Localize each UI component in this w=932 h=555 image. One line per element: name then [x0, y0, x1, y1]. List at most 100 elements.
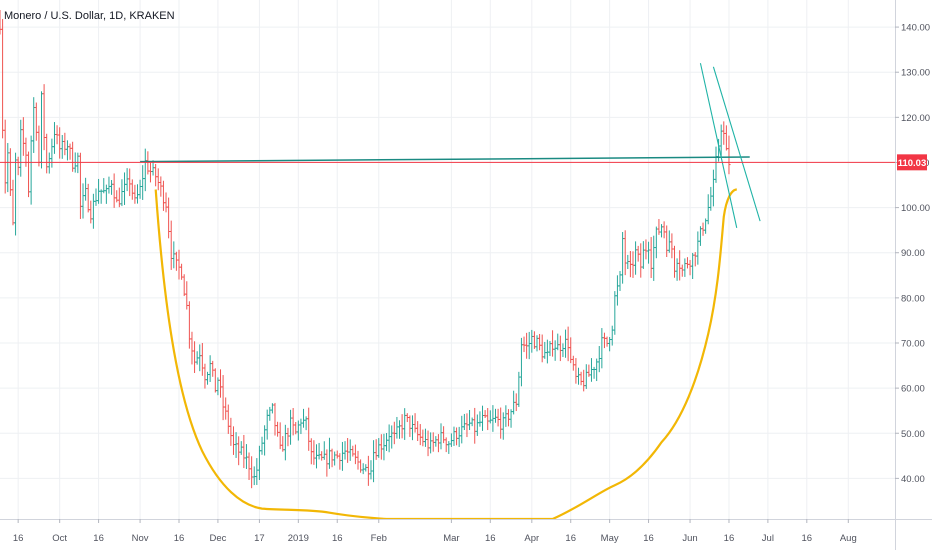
ohlc-bar: [327, 437, 332, 469]
ohlc-bar: [462, 413, 466, 431]
ohlc-bar: [340, 441, 345, 471]
x-tick-label: Jun: [682, 533, 697, 544]
ohlc-bar: [558, 335, 562, 362]
ohlc-bar: [65, 140, 70, 161]
ohlc-bar: [224, 397, 228, 420]
ohlc-bar: [81, 183, 85, 219]
ohlc-bar: [382, 433, 386, 461]
ohlc-bar: [439, 423, 443, 450]
ohlc-bar: [496, 408, 500, 427]
ohlc-bar: [356, 450, 360, 470]
x-tick-label: 16: [724, 533, 735, 544]
ohlc-bar: [107, 176, 111, 194]
ohlc-bar: [169, 220, 173, 270]
y-tick-label: 100.00: [901, 203, 930, 214]
ohlc-bar: [369, 460, 373, 480]
ohlc-bar: [652, 235, 656, 281]
ohlc-bar: [621, 232, 625, 284]
ohlc-bar: [467, 409, 472, 431]
ohlc-bar: [649, 237, 653, 279]
ohlc-bar: [63, 132, 67, 156]
ohlc-bar: [346, 438, 350, 463]
ohlc-bar: [203, 363, 207, 389]
x-tick-label: 16: [485, 533, 496, 544]
x-tick-label: Nov: [132, 533, 149, 544]
ohlc-bar: [563, 329, 568, 358]
y-tick-label: 60.00: [901, 384, 925, 395]
ohlc-bar: [426, 430, 430, 457]
channel-trendline: [712, 66, 761, 222]
ohlc-bar: [711, 169, 716, 207]
ohlc-bar: [16, 156, 20, 176]
ohlc-bar: [141, 165, 145, 200]
ohlc-bar: [416, 421, 420, 441]
ohlc-bar: [641, 241, 645, 269]
ohlc-bar: [413, 413, 417, 433]
ohlc-bar: [543, 341, 547, 359]
ohlc-bar: [483, 410, 487, 419]
ohlc-bar: [291, 408, 295, 436]
ohlc-bar: [452, 426, 456, 446]
ohlc-bar: [244, 444, 249, 469]
ohlc-bar: [200, 343, 204, 376]
y-tick-label: 70.00: [901, 338, 925, 349]
ohlc-bar: [45, 133, 49, 174]
ohlc-bar: [273, 402, 277, 436]
ohlc-bar: [125, 168, 129, 192]
ohlc-bar: [104, 184, 108, 204]
ohlc-bar: [683, 258, 687, 277]
ohlc-bar: [187, 301, 191, 349]
ohlc-bar: [597, 345, 601, 373]
ohlc-bar: [71, 141, 75, 172]
x-tick-label: 16: [174, 533, 185, 544]
ohlc-bar: [633, 241, 638, 275]
x-tick-label: Feb: [371, 533, 387, 544]
ohlc-bar: [325, 449, 329, 477]
x-tick-label: 2019: [288, 533, 309, 544]
ohlc-bar: [688, 259, 692, 276]
ohlc-bar: [226, 404, 230, 434]
ohlc-bar: [154, 163, 158, 187]
ohlc-bar: [571, 355, 575, 371]
ohlc-bar: [239, 441, 243, 455]
ohlc-bar: [84, 177, 88, 201]
ohlc-bar: [130, 179, 134, 200]
ohlc-bar: [330, 448, 334, 468]
ohlc-bar: [631, 251, 635, 278]
ohlc-bar: [418, 424, 422, 446]
ohlc-bar: [265, 409, 269, 440]
ohlc-bar: [312, 440, 316, 465]
chart-title: Monero / U.S. Dollar, 1D, KRAKEN: [4, 10, 175, 22]
ohlc-bar: [211, 360, 215, 377]
ohlc-bar: [377, 438, 381, 458]
ohlc-bar: [50, 138, 54, 168]
ohlc-bar: [561, 343, 565, 358]
x-tick-label: Mar: [443, 533, 459, 544]
ohlc-bar: [454, 427, 459, 446]
ohlc-bar: [13, 152, 18, 236]
y-tick-label: 90.00: [901, 248, 925, 259]
ohlc-bar: [672, 245, 677, 278]
ohlc-bar: [499, 407, 503, 439]
ohlc-bar: [442, 426, 446, 444]
ohlc-bar: [112, 173, 116, 208]
ohlc-bar: [421, 429, 425, 447]
ohlc-bar: [299, 418, 303, 435]
ohlc-bar: [229, 417, 233, 446]
ohlc-bar: [403, 408, 407, 440]
ohlc-bar: [60, 135, 64, 159]
ohlc-bar: [366, 455, 370, 486]
ohlc-bar: [602, 332, 607, 349]
ohlc-bar: [275, 421, 280, 437]
ohlc-bar: [242, 434, 246, 469]
ohlc-bar: [644, 239, 648, 260]
ohlc-bar: [47, 152, 51, 174]
support-trendline: [140, 156, 750, 163]
ohlc-bar: [86, 183, 90, 213]
ohlc-bar: [678, 250, 682, 281]
ohlc-bar: [135, 184, 140, 204]
ohlc-bar: [109, 180, 114, 195]
x-tick-label: Aug: [840, 533, 857, 544]
